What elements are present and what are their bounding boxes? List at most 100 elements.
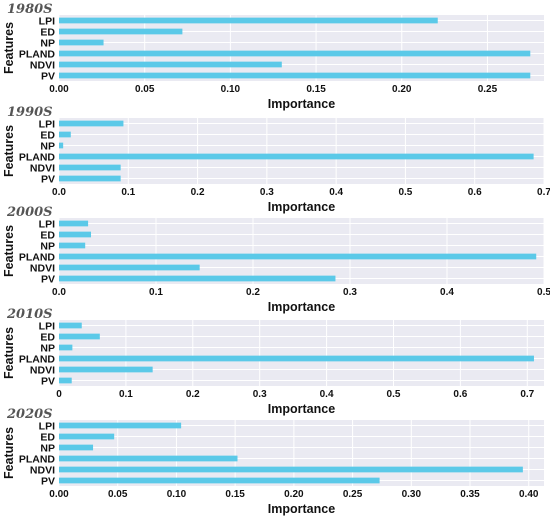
bar-pv xyxy=(59,72,531,79)
x-tick-label: 0.20 xyxy=(284,489,304,500)
x-tick-label: 0.5 xyxy=(537,287,550,298)
x-tick-label: 0.1 xyxy=(121,187,135,198)
category-label: PV xyxy=(41,475,55,487)
category-label: PLAND xyxy=(19,48,56,60)
panel-title: 2020S xyxy=(6,407,53,422)
x-tick-label: 0.15 xyxy=(306,84,326,95)
panel-title: 1990S xyxy=(7,105,53,120)
x-tick-label: 0.3 xyxy=(343,287,357,298)
category-label: PLAND xyxy=(19,151,56,163)
category-label: ED xyxy=(40,229,55,241)
x-tick-label: 0.00 xyxy=(49,489,69,500)
category-label: PLAND xyxy=(19,353,56,365)
x-tick-label: 0.5 xyxy=(387,389,401,400)
x-axis-label: Importance xyxy=(268,300,335,314)
bar-lpi xyxy=(59,322,82,329)
bar-lpi xyxy=(59,120,124,127)
x-tick-label: 0.3 xyxy=(253,389,267,400)
plot-area-2000S xyxy=(59,218,544,284)
category-label: PLAND xyxy=(19,251,56,263)
x-tick-label: 0.6 xyxy=(453,389,467,400)
x-axis-label: Importance xyxy=(268,402,335,416)
x-tick-label: 0.15 xyxy=(225,489,245,500)
category-label: NDVI xyxy=(30,59,55,71)
bar-pland xyxy=(59,153,534,160)
category-label: NP xyxy=(40,140,55,152)
category-label: PLAND xyxy=(19,453,56,465)
x-tick-label: 0.4 xyxy=(320,389,334,400)
x-tick-label: 0.7 xyxy=(520,389,534,400)
bar-pv xyxy=(59,377,72,384)
x-tick-label: 0.2 xyxy=(191,187,205,198)
x-tick-label: 0.25 xyxy=(343,489,363,500)
x-tick-label: 0.25 xyxy=(478,84,498,95)
x-tick-label: 0.05 xyxy=(135,84,155,95)
category-label: ED xyxy=(40,431,55,443)
bar-ndvi xyxy=(59,366,153,373)
plot-area-2010S xyxy=(59,320,544,386)
category-label: LPI xyxy=(39,15,55,27)
category-label: PV xyxy=(41,375,55,387)
x-tick-label: 0.4 xyxy=(440,287,454,298)
x-tick-label: 0.1 xyxy=(149,287,163,298)
bar-pland xyxy=(59,355,534,362)
category-label: NP xyxy=(40,342,55,354)
category-label: PV xyxy=(41,273,55,285)
plot-area-2020S xyxy=(59,420,544,486)
bar-lpi xyxy=(59,17,438,24)
bar-pland xyxy=(59,50,531,57)
category-label: ED xyxy=(40,26,55,38)
category-label: NP xyxy=(40,37,55,49)
x-tick-label: 0.2 xyxy=(186,389,200,400)
category-label: NP xyxy=(40,240,55,252)
x-tick-label: 0.0 xyxy=(52,287,66,298)
bar-ndvi xyxy=(59,61,282,68)
category-label: ED xyxy=(40,129,55,141)
bar-lpi xyxy=(59,422,182,429)
x-tick-label: 0 xyxy=(56,389,62,400)
x-tick-label: 0.30 xyxy=(402,489,422,500)
x-tick-label: 0.10 xyxy=(221,84,241,95)
category-label: LPI xyxy=(39,218,55,230)
category-label: LPI xyxy=(39,118,55,130)
category-label: NP xyxy=(40,442,55,454)
x-tick-label: 0.6 xyxy=(468,187,482,198)
bar-ndvi xyxy=(59,164,121,171)
category-label: NDVI xyxy=(30,162,55,174)
plot-area-1990S xyxy=(59,118,544,184)
panel-title: 2010S xyxy=(6,307,53,322)
bar-ed xyxy=(59,28,183,35)
bar-ed xyxy=(59,131,71,138)
x-tick-label: 0.1 xyxy=(119,389,133,400)
x-tick-label: 0.0 xyxy=(52,187,66,198)
category-label: NDVI xyxy=(30,262,55,274)
x-tick-label: 0.3 xyxy=(260,187,274,198)
x-tick-label: 0.00 xyxy=(49,84,69,95)
category-label: PV xyxy=(41,70,55,82)
category-label: LPI xyxy=(39,320,55,332)
category-label: LPI xyxy=(39,420,55,432)
x-tick-label: 0.40 xyxy=(519,489,539,500)
bar-ndvi xyxy=(59,264,200,271)
bar-np xyxy=(59,142,64,149)
bar-pv xyxy=(59,275,336,282)
y-axis-label: Features xyxy=(2,427,16,479)
x-axis-label: Importance xyxy=(268,200,335,214)
bar-np xyxy=(59,242,86,249)
x-tick-label: 0.4 xyxy=(329,187,343,198)
bar-np xyxy=(59,344,73,351)
category-label: NDVI xyxy=(30,364,55,376)
panel-title: 1980S xyxy=(7,2,53,17)
y-axis-label: Features xyxy=(2,22,16,74)
x-axis-label: Importance xyxy=(268,97,335,111)
bar-ed xyxy=(59,231,92,238)
x-axis-label: Importance xyxy=(268,502,335,516)
x-tick-label: 0.35 xyxy=(460,489,480,500)
plot-area-1980S xyxy=(59,15,544,81)
bar-lpi xyxy=(59,220,89,227)
y-axis-label: Features xyxy=(2,125,16,177)
bar-pv xyxy=(59,175,121,182)
bar-ed xyxy=(59,333,100,340)
bar-pland xyxy=(59,253,537,260)
